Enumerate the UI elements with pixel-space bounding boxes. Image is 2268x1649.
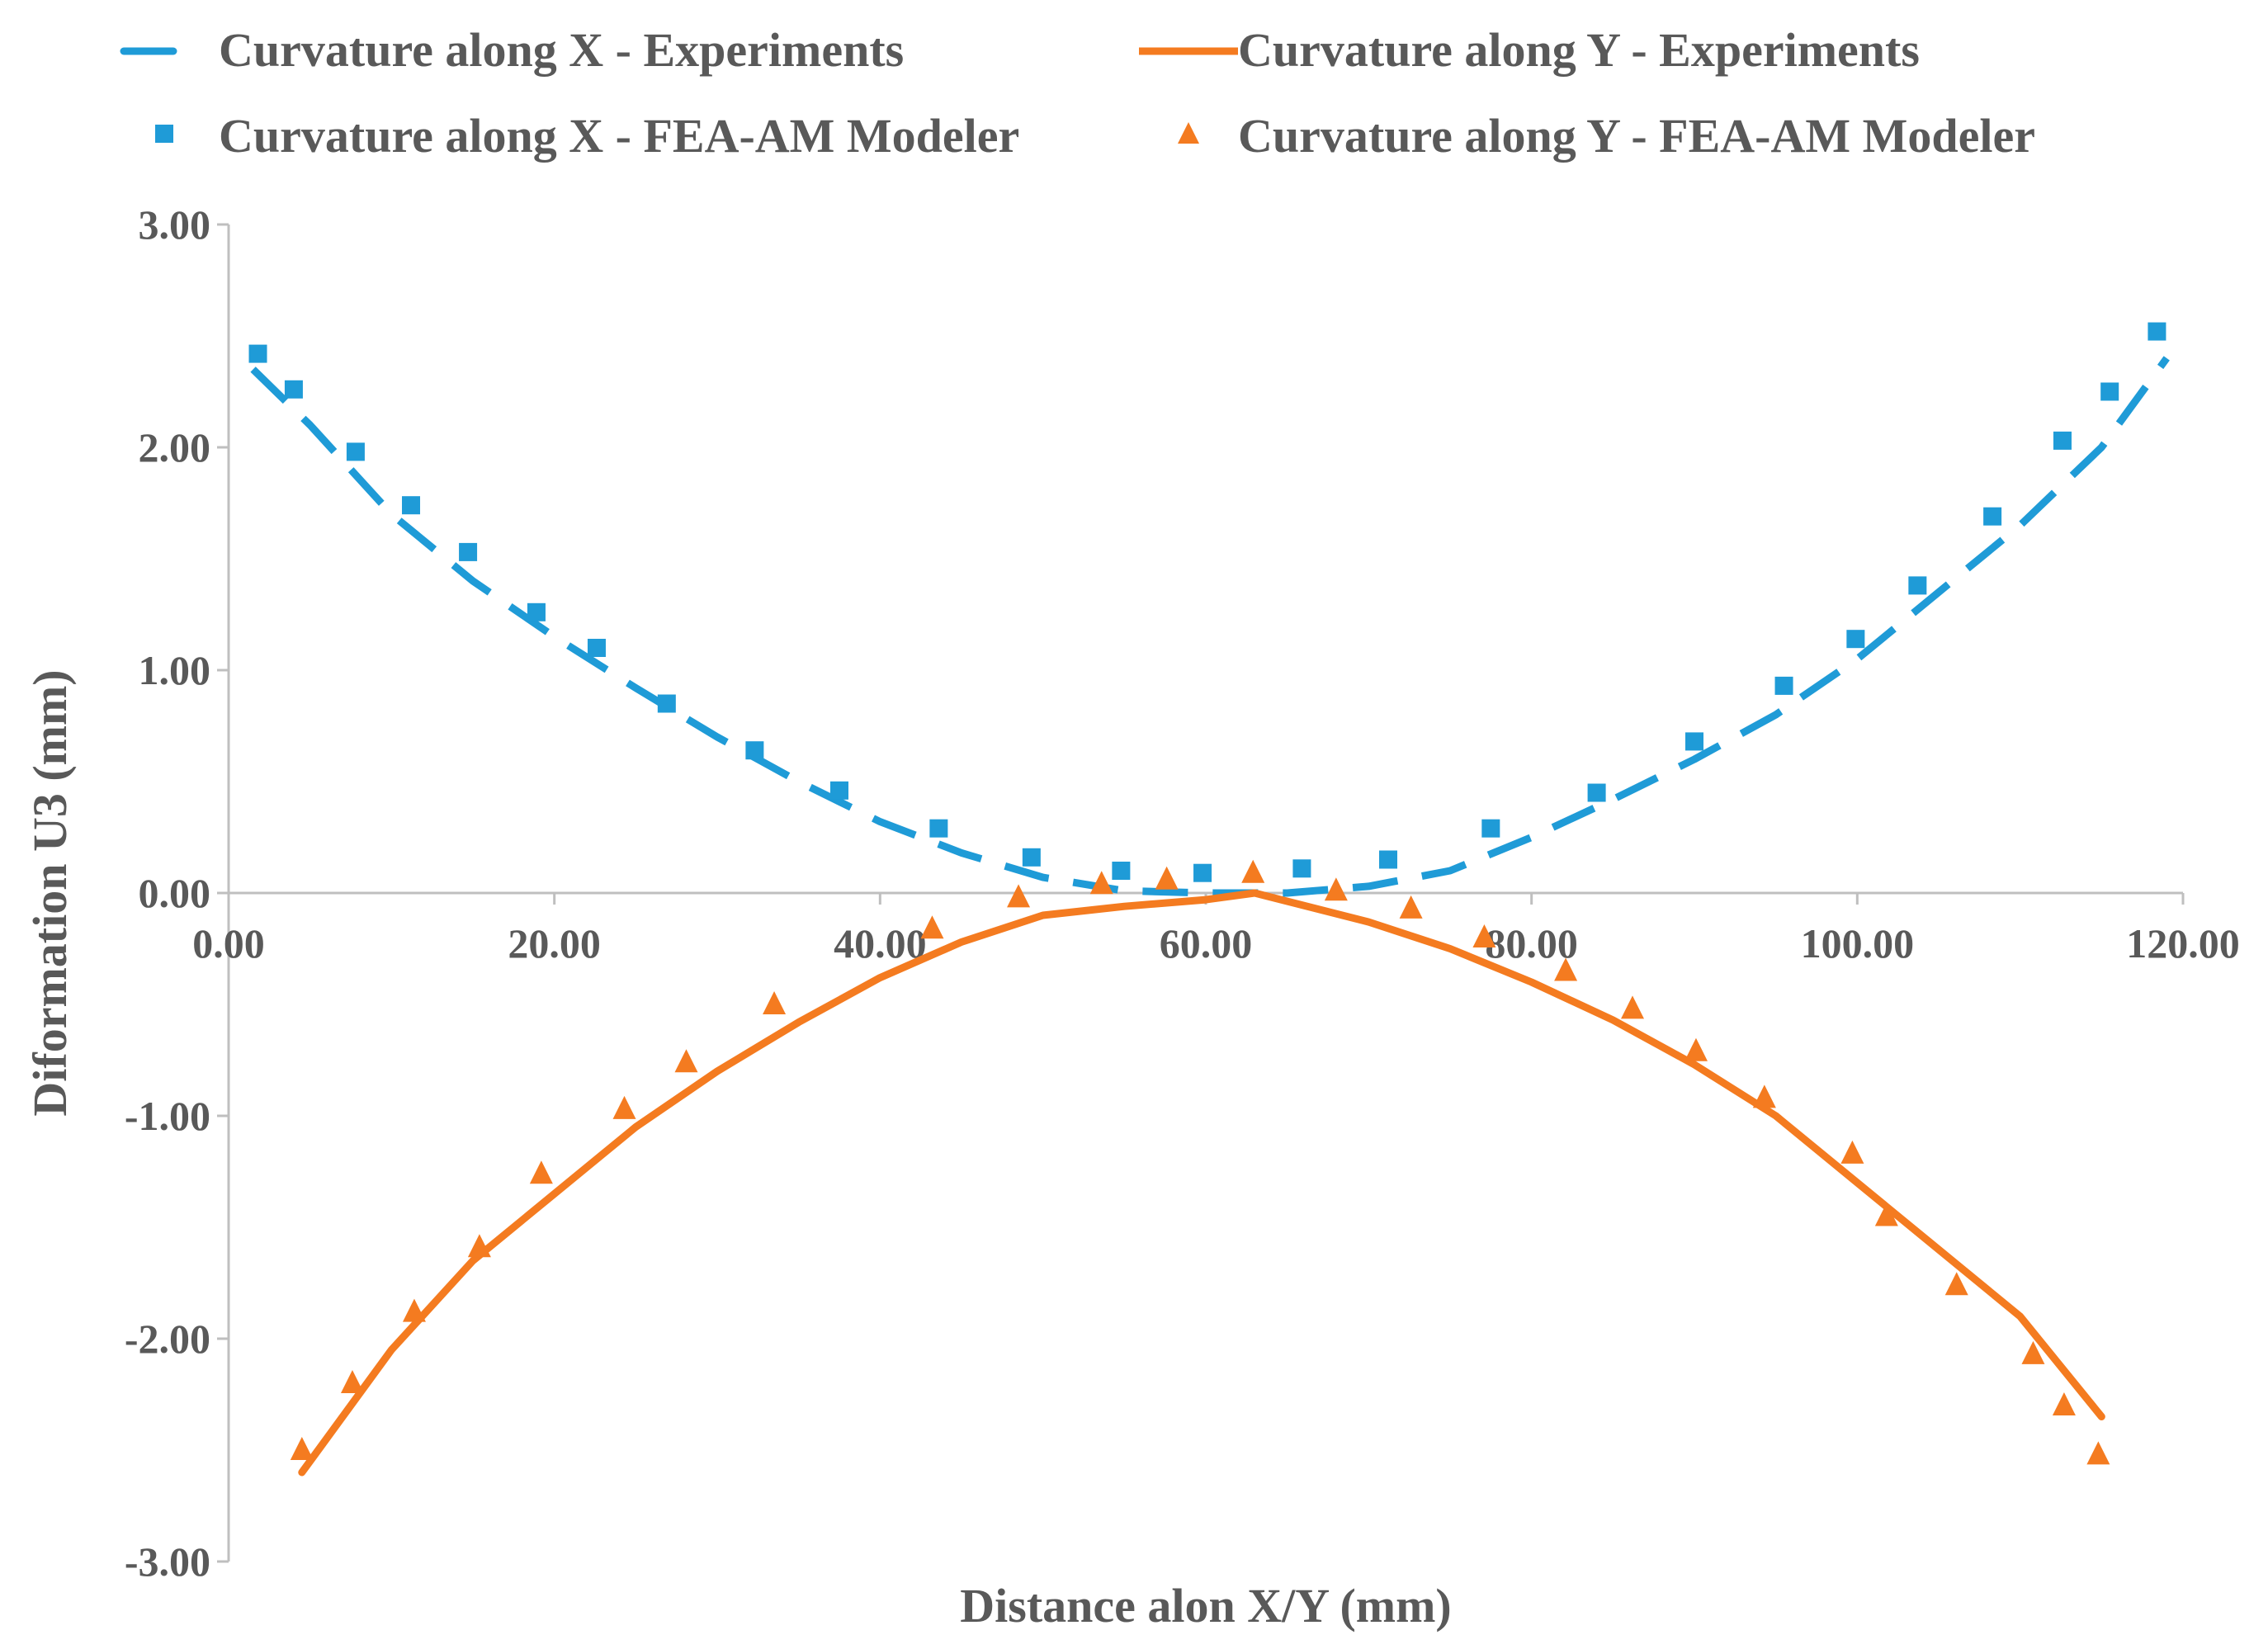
marker-y-fea [674, 1049, 698, 1073]
marker-y-fea [1241, 859, 1265, 883]
marker-x-fea [2053, 431, 2072, 450]
legend-swatch-x-fea [155, 125, 173, 143]
marker-y-fea [1324, 877, 1348, 901]
marker-y-fea [340, 1370, 364, 1393]
marker-x-fea [459, 542, 478, 561]
x-axis-title: Distance alon X/Y (mm) [960, 1579, 1452, 1632]
x-tick-label: 60.00 [1160, 920, 1253, 966]
marker-y-fea [2086, 1441, 2110, 1465]
marker-x-fea [527, 602, 546, 621]
marker-x-fea [1193, 863, 1212, 882]
marker-y-fea [1684, 1037, 1708, 1061]
x-tick-label: 0.00 [192, 920, 265, 966]
x-ticks: 0.00 20.00 40.00 60.00 80.00 100.00 120.00 [192, 893, 2240, 966]
marker-y-fea [402, 1298, 426, 1322]
marker-x-fea [1379, 850, 1398, 869]
marker-x-fea [1908, 576, 1927, 595]
marker-y-fea [1155, 866, 1179, 890]
legend-swatch-y-fea [1178, 122, 1199, 144]
marker-y-fea [1874, 1202, 1898, 1226]
marker-y-fea [2052, 1392, 2076, 1415]
y-tick-label: 2.00 [139, 424, 211, 470]
marker-y-fea [1621, 995, 1645, 1019]
marker-y-fea [1007, 884, 1031, 908]
series-line-x-experiments [250, 356, 2170, 897]
marker-x-fea [1022, 848, 1041, 867]
x-tick-label: 120.00 [2126, 920, 2240, 966]
legend-label-y-fea: Curvature along Y - FEA-AM Modeler [1238, 109, 2035, 163]
marker-x-fea [2148, 322, 2166, 341]
legend-label-y-experiments: Curvature along Y - Experiments [1238, 23, 1920, 77]
axes: 3.00 2.00 1.00 0.00 -1.00 -2.00 -3.00 0.00 20.0… [125, 201, 2240, 1585]
y-tick-label: -3.00 [125, 1538, 210, 1585]
marker-x-fea [248, 344, 267, 363]
legend: Curvature along X - Experiments Curvatur… [120, 23, 2035, 163]
marker-x-fea [745, 741, 764, 760]
marker-x-fea [402, 496, 421, 515]
marker-x-fea [657, 694, 676, 713]
marker-x-fea [1983, 507, 2002, 526]
legend-label-x-experiments: Curvature along X - Experiments [219, 23, 904, 77]
y-tick-label: 0.00 [139, 870, 211, 916]
marker-y-fea [1752, 1084, 1776, 1108]
marker-y-fea [1840, 1140, 1864, 1164]
marker-x-fea [1774, 676, 1793, 695]
series-line-y-experiments [298, 889, 2105, 1477]
marker-x-fea [830, 781, 848, 800]
legend-label-x-fea: Curvature along X - FEA-AM Modeler [219, 109, 1019, 163]
marker-x-fea [929, 819, 948, 838]
marker-x-fea [1112, 862, 1131, 880]
marker-x-fea [346, 442, 365, 461]
marker-y-fea [1089, 871, 1113, 895]
y-tick-label: -1.00 [125, 1093, 210, 1139]
marker-y-fea [920, 915, 944, 939]
marker-x-fea [1846, 630, 1865, 649]
x-tick-label: 40.00 [834, 920, 927, 966]
series-1 [250, 356, 2170, 897]
marker-y-fea [612, 1095, 636, 1119]
y-axis-title: Diformation U3 (mm) [23, 669, 77, 1116]
marker-x-fea [1292, 859, 1311, 878]
marker-x-fea [284, 380, 303, 399]
series-2 [298, 889, 2105, 1477]
marker-x-fea [1587, 783, 1606, 802]
y-tick-label: 1.00 [139, 647, 211, 693]
marker-x-fea [1481, 819, 1500, 838]
x-tick-label: 20.00 [508, 920, 601, 966]
marker-y-fea [2021, 1340, 2045, 1364]
marker-x-fea [587, 639, 606, 657]
series-3 [248, 322, 2166, 882]
y-tick-label: 3.00 [139, 201, 211, 248]
marker-y-fea [290, 1437, 314, 1460]
y-ticks: 3.00 2.00 1.00 0.00 -1.00 -2.00 -3.00 [125, 201, 229, 1585]
marker-y-fea [1399, 895, 1423, 919]
series-4 [290, 859, 2110, 1465]
marker-y-fea [467, 1234, 491, 1258]
marker-x-fea [1685, 732, 1703, 751]
marker-y-fea [1472, 924, 1496, 947]
marker-y-fea [763, 991, 787, 1014]
marker-y-fea [529, 1160, 553, 1184]
y-tick-label: -2.00 [125, 1316, 210, 1362]
plot-area [248, 322, 2170, 1477]
marker-y-fea [1554, 957, 1578, 981]
marker-x-fea [2100, 382, 2119, 401]
x-tick-label: 80.00 [1485, 920, 1578, 966]
marker-y-fea [1944, 1272, 1968, 1296]
x-tick-label: 100.00 [1801, 920, 1915, 966]
